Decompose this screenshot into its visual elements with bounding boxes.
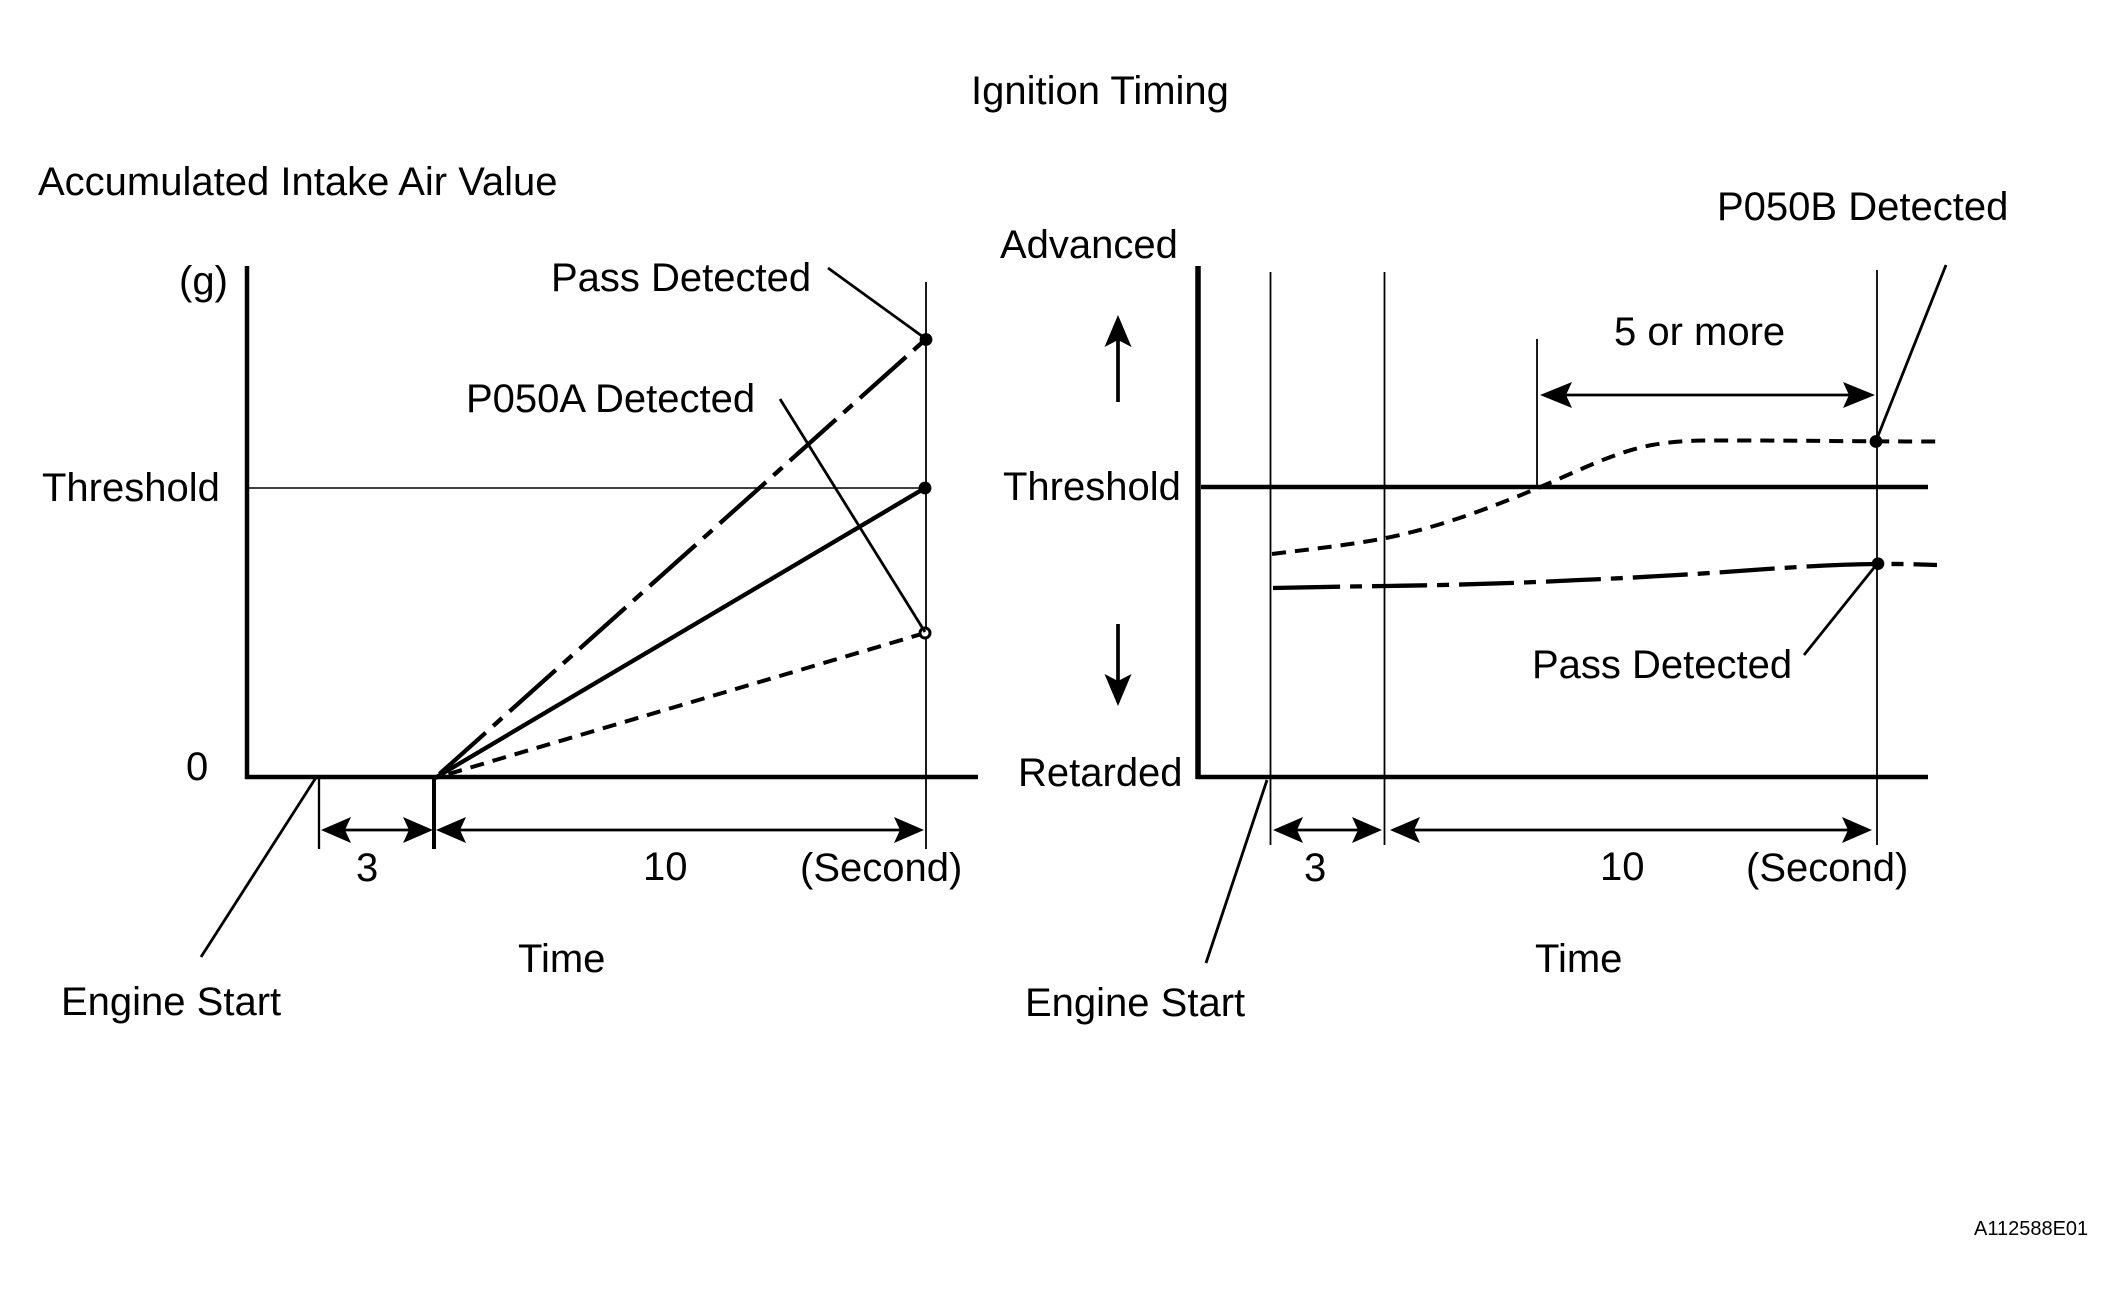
svg-text:Engine Start: Engine Start: [61, 980, 281, 1024]
svg-text:Time: Time: [1535, 937, 1622, 981]
svg-text:Pass Detected: Pass Detected: [551, 256, 811, 300]
svg-text:Ignition Timing: Ignition Timing: [971, 69, 1229, 113]
svg-text:Advanced: Advanced: [1000, 223, 1178, 267]
svg-text:Retarded: Retarded: [1018, 751, 1183, 795]
svg-text:(g): (g): [179, 259, 228, 303]
svg-text:Threshold: Threshold: [42, 466, 220, 510]
svg-text:0: 0: [186, 745, 208, 789]
svg-text:5 or more: 5 or more: [1614, 310, 1785, 354]
svg-text:A112588E01: A112588E01: [1974, 1218, 2088, 1240]
svg-text:(Second): (Second): [800, 846, 962, 890]
svg-text:Engine Start: Engine Start: [1025, 981, 1245, 1025]
svg-text:(Second): (Second): [1746, 846, 1908, 890]
svg-text:Accumulated Intake Air Value: Accumulated Intake Air Value: [38, 160, 558, 204]
svg-text:3: 3: [1304, 846, 1326, 890]
svg-text:10: 10: [1600, 845, 1645, 889]
svg-text:10: 10: [643, 845, 688, 889]
svg-text:Time: Time: [518, 937, 605, 981]
svg-text:Threshold: Threshold: [1003, 465, 1181, 509]
svg-text:P050A Detected: P050A Detected: [466, 377, 755, 421]
svg-text:3: 3: [356, 846, 378, 890]
svg-text:Pass Detected: Pass Detected: [1532, 643, 1792, 687]
svg-text:P050B Detected: P050B Detected: [1717, 185, 2008, 229]
